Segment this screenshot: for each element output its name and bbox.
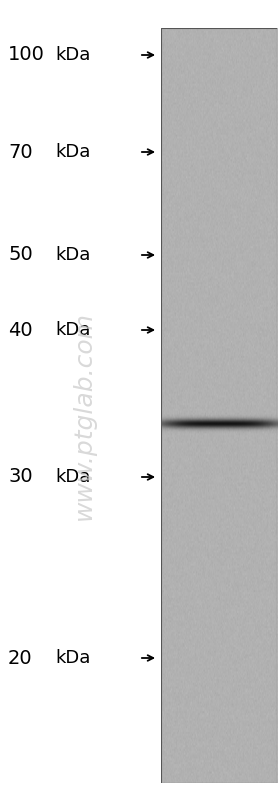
Text: kDa: kDa [55, 468, 90, 486]
Text: 70: 70 [8, 142, 33, 161]
Text: kDa: kDa [55, 246, 90, 264]
Text: 20: 20 [8, 649, 33, 667]
Text: 100: 100 [8, 46, 45, 65]
Text: kDa: kDa [55, 649, 90, 667]
Text: kDa: kDa [55, 321, 90, 339]
Text: 50: 50 [8, 245, 33, 264]
Text: kDa: kDa [55, 143, 90, 161]
Text: 30: 30 [8, 467, 33, 487]
Text: kDa: kDa [55, 46, 90, 64]
Text: 40: 40 [8, 320, 33, 340]
Text: www.ptglab.com: www.ptglab.com [72, 311, 96, 520]
